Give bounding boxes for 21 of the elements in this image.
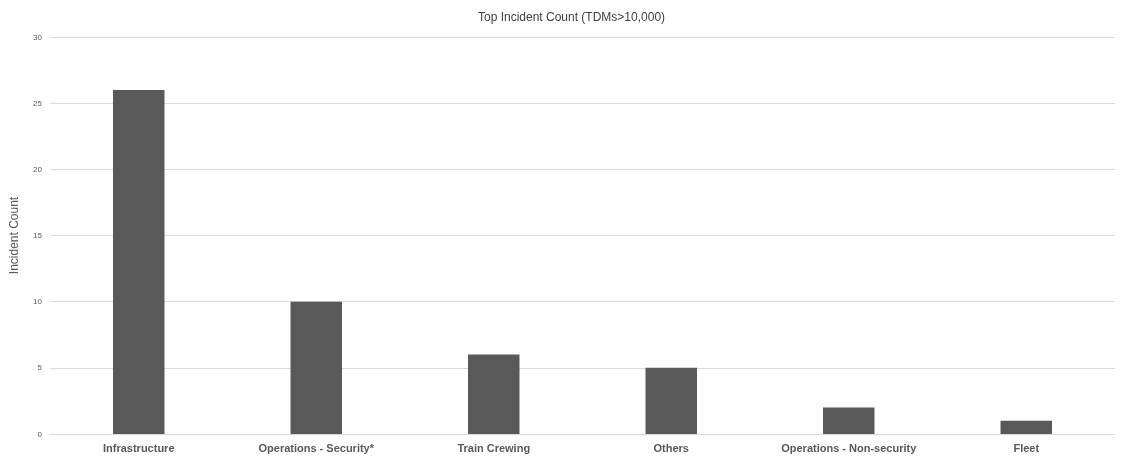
y-tick-label: 0 <box>37 429 43 439</box>
bar <box>1000 420 1052 434</box>
bar <box>113 89 165 434</box>
y-tick-label: 25 <box>33 98 43 108</box>
x-tick-label: Operations - Non-security <box>781 441 918 454</box>
y-tick-label: 15 <box>33 231 43 240</box>
y-tick-label: 10 <box>33 297 43 307</box>
y-tick-label: 5 <box>37 363 43 373</box>
x-tick-label: Others <box>653 441 689 454</box>
x-tick-label: Fleet <box>1013 441 1040 454</box>
x-tick-label: Operations - Security* <box>258 441 375 454</box>
y-tick-label: 30 <box>33 32 43 42</box>
y-tick-label: 20 <box>33 164 43 174</box>
bar <box>290 301 342 434</box>
bar <box>468 354 520 434</box>
bar <box>823 407 875 434</box>
bar <box>645 367 697 434</box>
y-axis-title: Incident Count <box>7 196 21 275</box>
x-tick-label: Infrastructure <box>102 441 175 454</box>
chart-title: Top Incident Count (TDMs>10,000) <box>477 10 666 24</box>
x-tick-label: Train Crewing <box>457 441 531 454</box>
